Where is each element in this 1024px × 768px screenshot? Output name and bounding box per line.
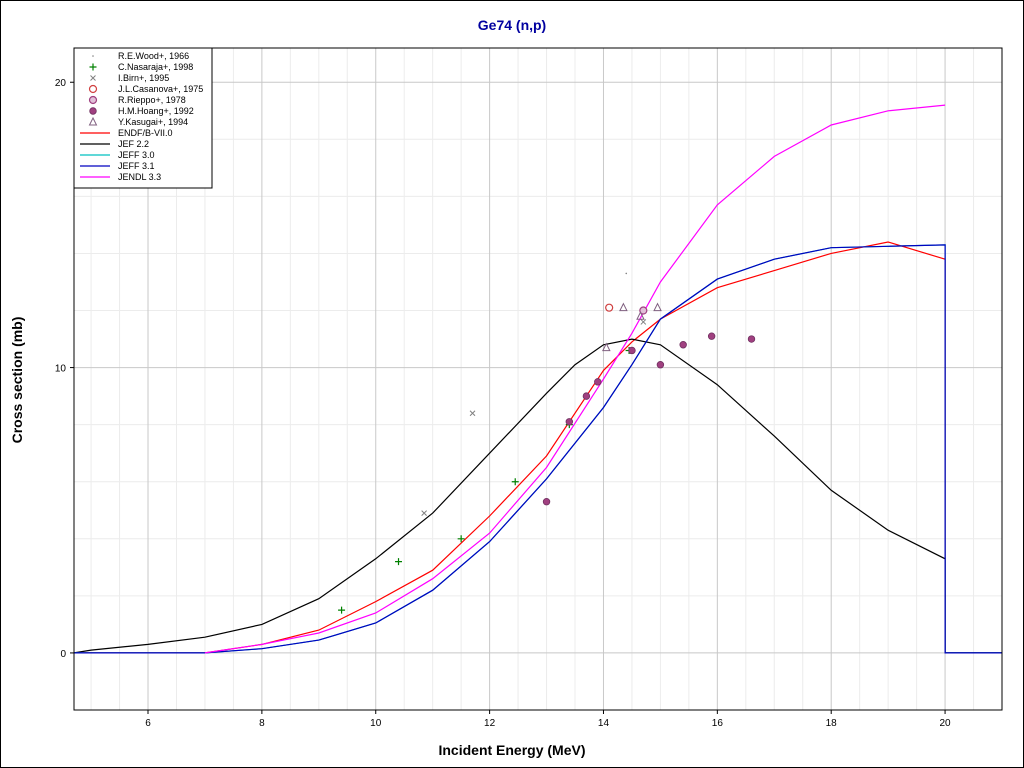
x-axis-ticks: 6 8 10 12 14 16 18 20 — [145, 710, 951, 729]
plot-area — [73, 47, 1003, 711]
data-point — [636, 311, 645, 320]
series-line-jeff-3-1 — [74, 244, 1002, 654]
data-point — [656, 361, 665, 369]
x-tick-label: 8 — [259, 718, 265, 729]
legend-label: J.L.Casanova+, 1975 — [118, 84, 203, 94]
data-point — [542, 497, 551, 506]
legend-label: JEF 2.2 — [118, 139, 149, 149]
legend-marker — [89, 63, 97, 71]
data-point — [639, 306, 648, 315]
data-point — [338, 606, 346, 614]
y-axis-label: Cross section (mb) — [9, 317, 25, 444]
data-point — [457, 535, 465, 543]
data-point — [625, 272, 628, 275]
legend-label: JEFF 3.0 — [118, 150, 155, 160]
legend-label: Y.Kasugai+, 1994 — [118, 117, 188, 127]
legend-label: ENDF/B-VII.0 — [118, 128, 173, 138]
points-layer — [338, 272, 756, 614]
y-tick-label: 0 — [60, 649, 66, 660]
legend-label: JENDL 3.3 — [118, 172, 161, 182]
plot-border — [73, 47, 1003, 711]
legend-marker — [88, 84, 98, 94]
legend-label: C.Nasaraja+, 1998 — [118, 62, 193, 72]
series-line-jeff-3-0 — [74, 244, 1002, 654]
x-tick-label: 6 — [145, 718, 151, 729]
data-point — [679, 341, 687, 349]
data-point — [619, 302, 628, 312]
data-point — [565, 418, 574, 426]
legend-label: R.E.Wood+, 1966 — [118, 51, 189, 61]
data-point — [640, 319, 647, 325]
legend-label: I.Birn+, 1995 — [118, 73, 169, 83]
x-tick-label: 20 — [940, 718, 952, 729]
series-layer — [73, 104, 1002, 654]
series-line-jef-2-2 — [73, 338, 1002, 654]
y-tick-label: 10 — [55, 364, 67, 375]
data-point — [511, 478, 519, 486]
legend-marker — [88, 95, 98, 105]
legend-box — [73, 47, 213, 189]
y-axis-ticks: 0 10 20 — [55, 78, 74, 660]
chart-title: Ge74 (n,p) — [478, 17, 546, 33]
data-point — [395, 558, 403, 566]
legend-marker — [88, 116, 98, 126]
data-point — [605, 303, 614, 312]
y-tick-label: 20 — [55, 78, 67, 89]
legend-label: R.Rieppo+, 1978 — [118, 95, 186, 105]
data-point — [653, 302, 662, 312]
x-tick-label: 14 — [598, 718, 610, 729]
legend-marker — [89, 107, 97, 115]
x-axis-label: Incident Energy (MeV) — [438, 742, 585, 758]
major-grid — [74, 48, 1002, 710]
data-point — [628, 346, 636, 355]
x-tick-label: 16 — [712, 718, 724, 729]
data-point — [469, 410, 476, 417]
legend-marker — [90, 75, 96, 81]
series-line-endf-b-vii-0 — [74, 241, 1002, 654]
data-point — [582, 392, 591, 400]
x-tick-label: 18 — [826, 718, 838, 729]
legend-marker — [92, 55, 94, 57]
legend-label: JEFF 3.1 — [118, 161, 155, 171]
data-point — [421, 510, 427, 516]
data-point — [594, 378, 602, 386]
data-point — [747, 335, 756, 343]
minor-grid — [74, 48, 1003, 711]
x-tick-label: 12 — [484, 718, 496, 729]
legend-label: H.M.Hoang+, 1992 — [118, 106, 194, 116]
series-line-jendl-3-3 — [204, 104, 946, 654]
data-point — [602, 342, 611, 352]
data-point — [707, 332, 716, 340]
x-tick-label: 10 — [370, 718, 382, 729]
